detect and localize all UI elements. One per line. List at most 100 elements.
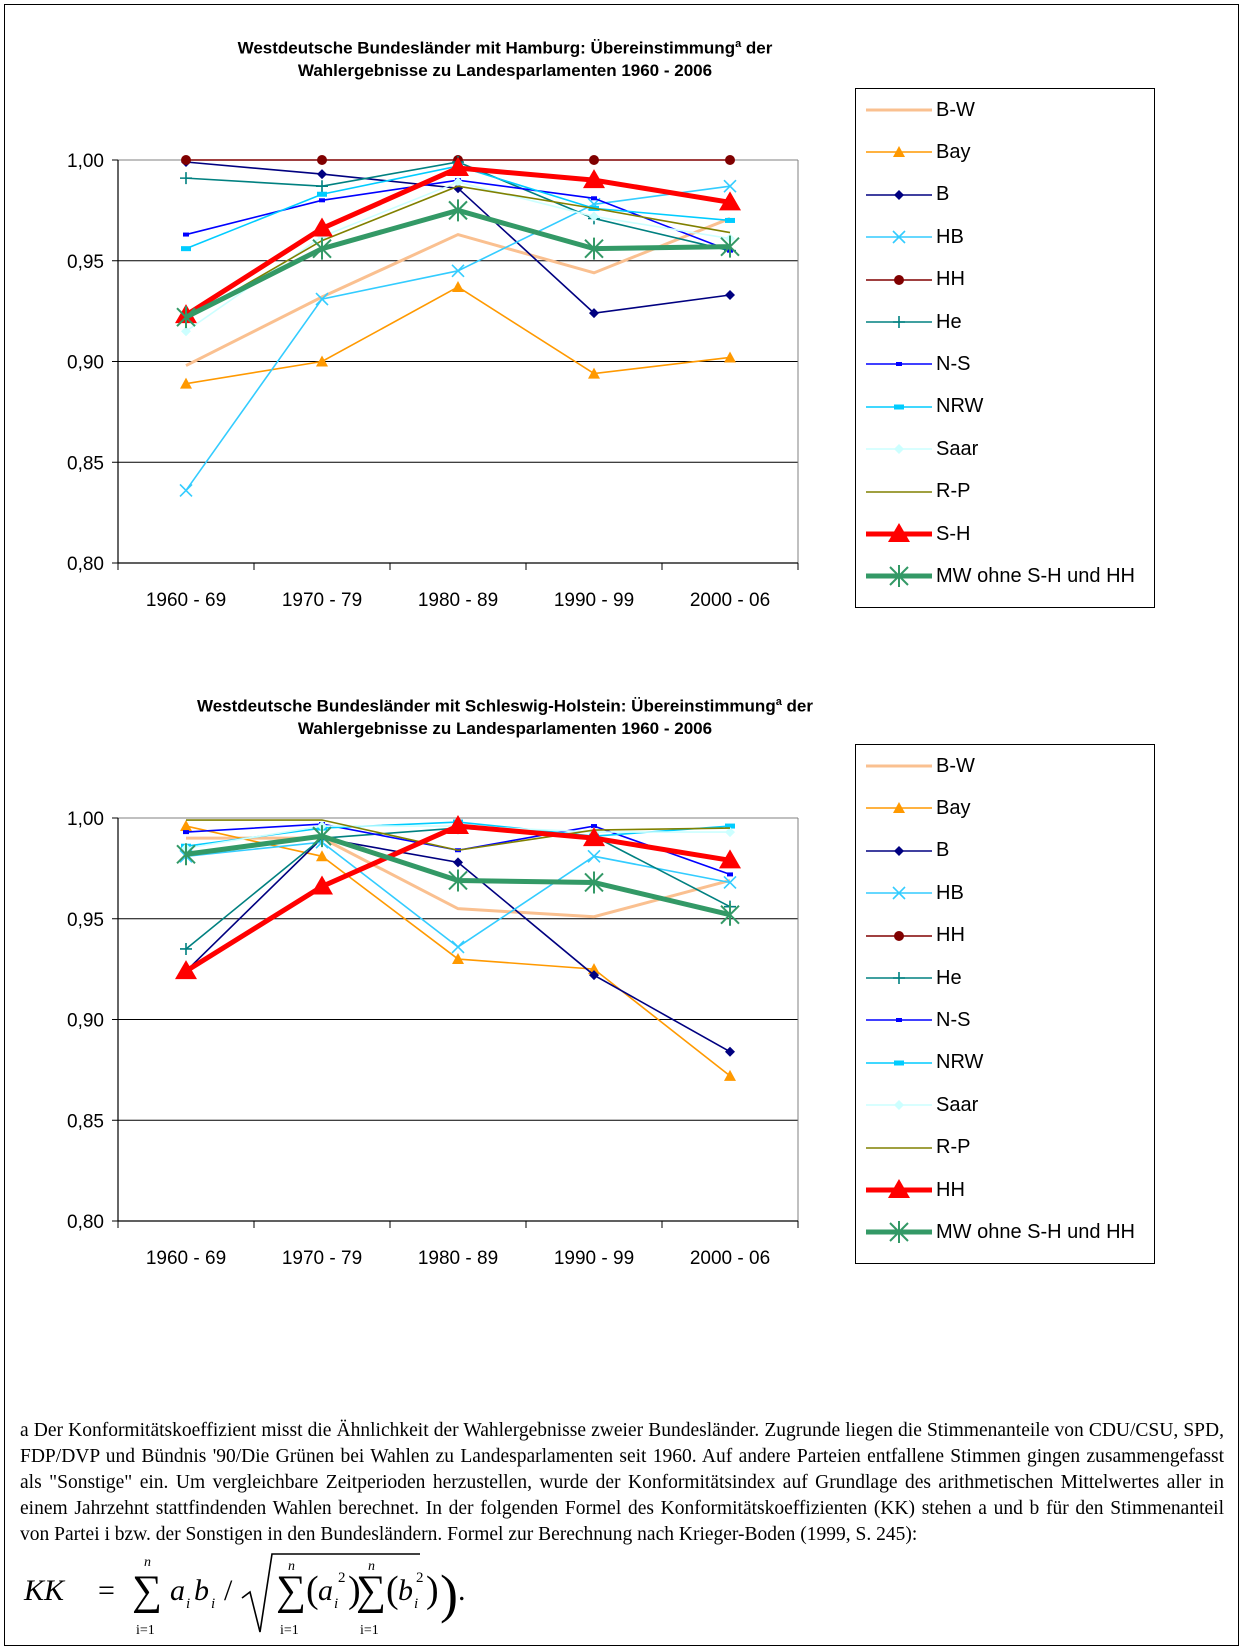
svg-text:i: i — [186, 1596, 190, 1612]
svg-text:n: n — [144, 1555, 151, 1570]
chart-2-point-bay — [452, 953, 464, 965]
legend-item-nrw: NRW — [856, 386, 1154, 428]
svg-text:): ) — [440, 1564, 458, 1624]
chart-2-y-tick-label: 1,00 — [67, 809, 104, 830]
chart-1-y-tick-label: 0,80 — [67, 554, 104, 575]
legend-swatch — [866, 522, 932, 542]
chart-1-x-tick-label: 2000 - 06 — [690, 590, 770, 611]
chart-1-y-tick-label: 0,95 — [67, 252, 104, 273]
chart-2-y-tick-label: 0,80 — [67, 1212, 104, 1233]
chart-1-point-hb — [315, 292, 329, 306]
svg-text:∑: ∑ — [356, 1568, 386, 1614]
legend-item-hb: HB — [856, 216, 1154, 258]
legend-swatch-marker — [894, 189, 904, 200]
chart-1-point-nrw — [317, 191, 327, 197]
chart-1-point-saar — [589, 211, 599, 222]
legend-swatch-marker — [893, 802, 905, 814]
legend-swatch — [866, 886, 932, 900]
chart-2-point-n-s — [727, 872, 733, 877]
chart-1-series-line-b-w — [185, 217, 731, 367]
chart-1-series-line-r-p — [185, 185, 731, 320]
footnote: a Der Konformitätskoeffizient misst die … — [20, 1420, 1224, 1545]
chart-1-x-tick-label: 1970 - 79 — [282, 590, 362, 611]
chart-2-y-tick-label: 0,85 — [67, 1111, 104, 1132]
chart-2-series-hh-10 — [175, 815, 741, 980]
chart-1-point-he — [316, 180, 328, 193]
chart-1-point-n-s — [591, 196, 597, 201]
chart-2-point-mw-ohne-s-h-und-hh — [584, 871, 604, 894]
chart-1-series-b-w-0 — [185, 217, 731, 367]
legend-item-saar: Saar — [856, 1084, 1154, 1126]
legend-item-bay: Bay — [856, 787, 1154, 829]
chart-2-x-tick-label: 1970 - 79 — [282, 1248, 362, 1269]
legend-swatch — [866, 1146, 932, 1149]
chart-1-point-b — [725, 290, 735, 301]
chart-2-series-mw-ohne-s-h-und-hh-11 — [176, 825, 740, 926]
legend-label: MW ohne S-H und HH — [936, 1220, 1135, 1243]
chart-2-title: Westdeutsche Bundesländer mit Schleswig-… — [196, 696, 814, 738]
svg-text:): ) — [348, 1569, 361, 1611]
chart-2-point-hb — [587, 849, 601, 863]
legend-item-r-p: R-P — [856, 1127, 1154, 1169]
chart-2-point-bay — [180, 820, 192, 832]
chart-1-y-tick-label: 0,90 — [67, 353, 104, 374]
svg-text:.: . — [458, 1574, 466, 1607]
legend-item-nrw: NRW — [856, 1042, 1154, 1084]
legend-item-b: B — [856, 174, 1154, 216]
chart-1-x-tick-label: 1980 - 89 — [418, 590, 498, 611]
legend-swatch — [866, 1221, 932, 1244]
chart-2-legend: B-W Bay B HB HH He N-S NRW Saar R-P HH MW ohne S-H … — [855, 744, 1155, 1264]
legend-swatch — [866, 362, 932, 367]
svg-text:2: 2 — [416, 1570, 424, 1586]
chart-2-point-he — [180, 942, 192, 955]
legend-swatch — [866, 274, 932, 285]
legend-swatch-marker — [894, 404, 904, 410]
chart-1-point-he — [180, 172, 192, 185]
chart-2-series-line-b-w — [186, 836, 731, 919]
chart-1-point-nrw — [181, 246, 191, 252]
legend-label: MW ohne S-H und HH — [936, 564, 1135, 587]
chart-1-point-mw-ohne-s-h-und-hh — [584, 237, 604, 260]
legend-swatch — [866, 108, 932, 112]
chart-1-point-s-h — [719, 191, 741, 211]
legend-item-he: He — [856, 301, 1154, 343]
chart-1-point-mw-ohne-s-h-und-hh — [720, 235, 740, 258]
chart-2-x-tick-label: 1960 - 69 — [146, 1248, 226, 1269]
legend-swatch — [866, 565, 932, 588]
legend-item-he: He — [856, 957, 1154, 999]
chart-2-point-bay — [724, 1069, 736, 1081]
svg-text:a: a — [170, 1574, 185, 1607]
legend-label: He — [936, 966, 962, 989]
chart-2-point-saar — [725, 827, 735, 838]
legend-swatch-marker — [889, 565, 909, 588]
legend-item-bay: Bay — [856, 131, 1154, 173]
chart-1-point-hb — [723, 179, 737, 193]
chart-2-point-bay — [316, 850, 328, 862]
chart-2-point-b — [453, 857, 463, 868]
chart-1-plot: 1,00 0,95 0,90 0,85 0,80 1960 - 69 1970 - 79 19… — [67, 151, 799, 611]
legend-swatch-marker — [894, 444, 904, 455]
legend-swatch-marker — [894, 1060, 904, 1066]
chart-1-point-hh — [725, 155, 735, 165]
svg-text:(: ( — [386, 1569, 399, 1611]
legend-swatch-marker — [894, 1100, 904, 1111]
legend-label: B — [936, 183, 950, 206]
chart-2-point-hh — [719, 849, 741, 869]
legend-swatch-marker — [893, 971, 905, 984]
svg-text:i=1: i=1 — [280, 1623, 299, 1638]
chart-1-series-hb-3 — [179, 179, 737, 498]
svg-text:i=1: i=1 — [136, 1623, 155, 1638]
formula-kk: KK = ∑ n i=1 a i b i / ∑ n i=1 ( a i 2 )… — [23, 1553, 466, 1638]
svg-text:2: 2 — [338, 1570, 346, 1586]
legend-swatch — [866, 764, 932, 768]
legend-swatch — [866, 802, 932, 814]
chart-1-point-mw-ohne-s-h-und-hh — [176, 306, 196, 329]
chart-1-point-hb — [179, 483, 193, 498]
legend-swatch-marker — [894, 845, 904, 856]
legend-label: Saar — [936, 1093, 979, 1116]
legend-item-mw-ohne-s-h-und-hh: MW ohne S-H und HH — [856, 555, 1154, 597]
chart-2-point-hh — [583, 827, 605, 847]
legend-swatch-marker — [892, 886, 906, 900]
legend-label: HH — [936, 1178, 965, 1201]
chart-1-point-b — [589, 308, 599, 319]
